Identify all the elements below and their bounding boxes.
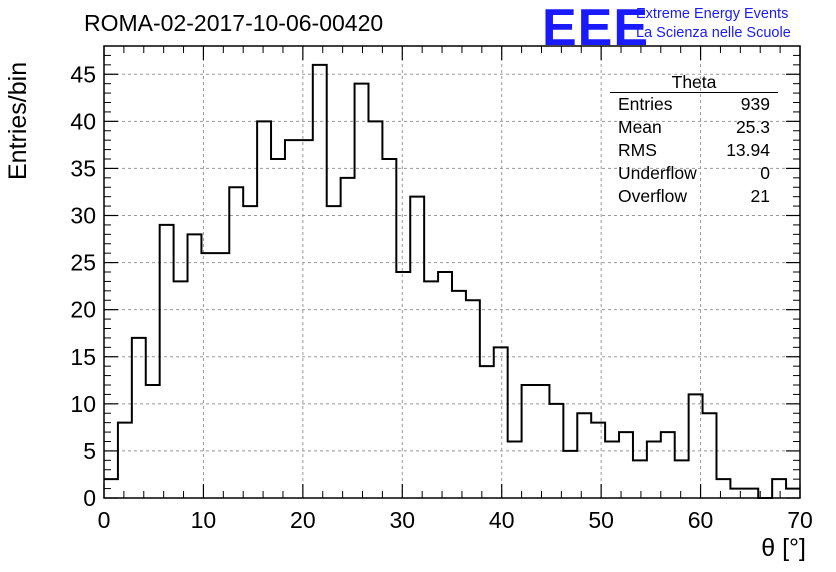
stats-value: 939	[740, 94, 770, 114]
x-tick-label: 60	[688, 507, 714, 533]
stats-label: Underflow	[618, 163, 697, 183]
eee-logo: EEE	[542, 0, 650, 57]
logo-line-2: La Scienza nelle Scuole	[636, 25, 791, 41]
stats-value: 21	[750, 186, 770, 206]
y-tick-label: 30	[70, 203, 96, 229]
stats-row-underflow: Underflow 0	[610, 162, 778, 185]
stats-row-entries: Entries 939	[610, 93, 778, 116]
grid-lines	[104, 46, 800, 498]
histogram-step-line	[104, 63, 800, 499]
y-tick-label: 0	[83, 485, 96, 511]
x-tick-label: 50	[588, 507, 614, 533]
stats-row-overflow: Overflow 21	[610, 185, 778, 208]
stats-box: Theta Entries 939 Mean 25.3 RMS 13.94 Un…	[610, 72, 778, 208]
y-tick-label: 45	[70, 61, 96, 87]
stats-value: 0	[760, 163, 770, 183]
stats-row-mean: Mean 25.3	[610, 116, 778, 139]
logo-caption: Extreme Energy Events La Scienza nelle S…	[636, 5, 791, 43]
x-tick-label: 40	[489, 507, 515, 533]
stats-value: 25.3	[735, 117, 770, 137]
y-axis-label: Entries/bin	[4, 61, 32, 180]
plot-frame	[103, 45, 801, 499]
y-tick-label: 25	[70, 250, 96, 276]
x-tick-label: 70	[787, 507, 813, 533]
logo-line-1: Extreme Energy Events	[636, 6, 789, 22]
stats-label: Mean	[618, 117, 662, 137]
x-tick-label: 10	[191, 507, 217, 533]
stats-label: Entries	[618, 94, 673, 114]
axis-ticks	[103, 45, 801, 499]
y-tick-label: 20	[70, 297, 96, 323]
tick-labels: 0 10 20 30 40 50 60 70 0 5 10 15 20 25 30 35 40 45	[70, 61, 812, 533]
y-tick-label: 35	[70, 155, 96, 181]
x-axis-label: θ [°]	[761, 534, 806, 562]
stats-row-rms: RMS 13.94	[610, 139, 778, 162]
y-tick-label: 15	[70, 344, 96, 370]
stats-title: Theta	[610, 72, 778, 93]
x-tick-label: 30	[389, 507, 415, 533]
y-tick-label: 40	[70, 108, 96, 134]
stats-label: Overflow	[618, 186, 688, 206]
stats-label: RMS	[618, 140, 657, 160]
y-tick-label: 10	[70, 391, 96, 417]
page-title: ROMA-02-2017-10-06-00420	[84, 10, 384, 36]
y-tick-label: 5	[83, 438, 96, 464]
stats-value: 13.94	[726, 140, 770, 160]
x-tick-label: 20	[290, 507, 316, 533]
x-tick-label: 0	[98, 507, 111, 533]
